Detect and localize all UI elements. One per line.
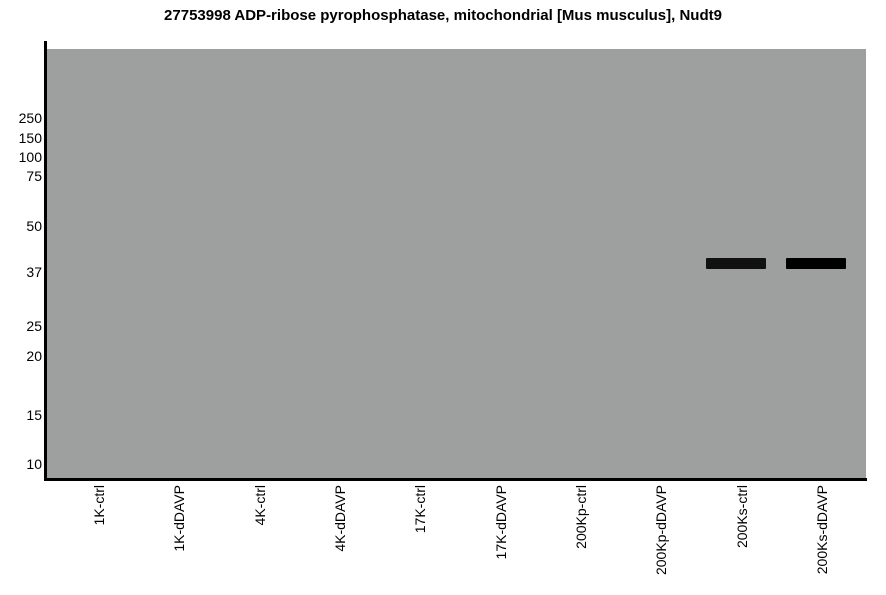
mw-marker-label: 10 bbox=[26, 456, 42, 472]
mw-marker-label: 20 bbox=[26, 348, 42, 364]
lane-label: 1K-ctrl bbox=[91, 485, 107, 526]
lane-label: 200Kp-dDAVP bbox=[653, 485, 670, 576]
mw-marker-label: 100 bbox=[18, 149, 42, 165]
lane-label: 17K-ctrl bbox=[412, 485, 429, 534]
lane-label: 200Ks-ctrl bbox=[733, 485, 750, 549]
mw-marker-label: 50 bbox=[26, 218, 42, 234]
lane-label: 200Kp-ctrl bbox=[572, 485, 589, 549]
mw-marker-label: 25 bbox=[26, 318, 42, 334]
figure-title: 27753998 ADP-ribose pyrophosphatase, mit… bbox=[164, 7, 722, 24]
lane-label: 200Ks-dDAVP bbox=[813, 485, 830, 575]
mw-marker-label: 37 bbox=[26, 264, 42, 280]
lane-label: 1K-dDAVP bbox=[171, 485, 188, 552]
protein-band bbox=[785, 257, 846, 269]
x-axis-line bbox=[44, 478, 867, 481]
protein-band bbox=[705, 257, 766, 269]
mw-marker-label: 250 bbox=[18, 110, 42, 126]
mw-marker-label: 15 bbox=[26, 407, 42, 423]
lane-label: 4K-dDAVP bbox=[331, 485, 348, 552]
mw-marker-label: 150 bbox=[18, 130, 42, 146]
lane-label: 17K-dDAVP bbox=[492, 485, 509, 560]
mw-marker-label: 75 bbox=[26, 168, 42, 184]
lane-label: 4K-ctrl bbox=[251, 485, 268, 526]
y-axis-line bbox=[44, 41, 47, 481]
